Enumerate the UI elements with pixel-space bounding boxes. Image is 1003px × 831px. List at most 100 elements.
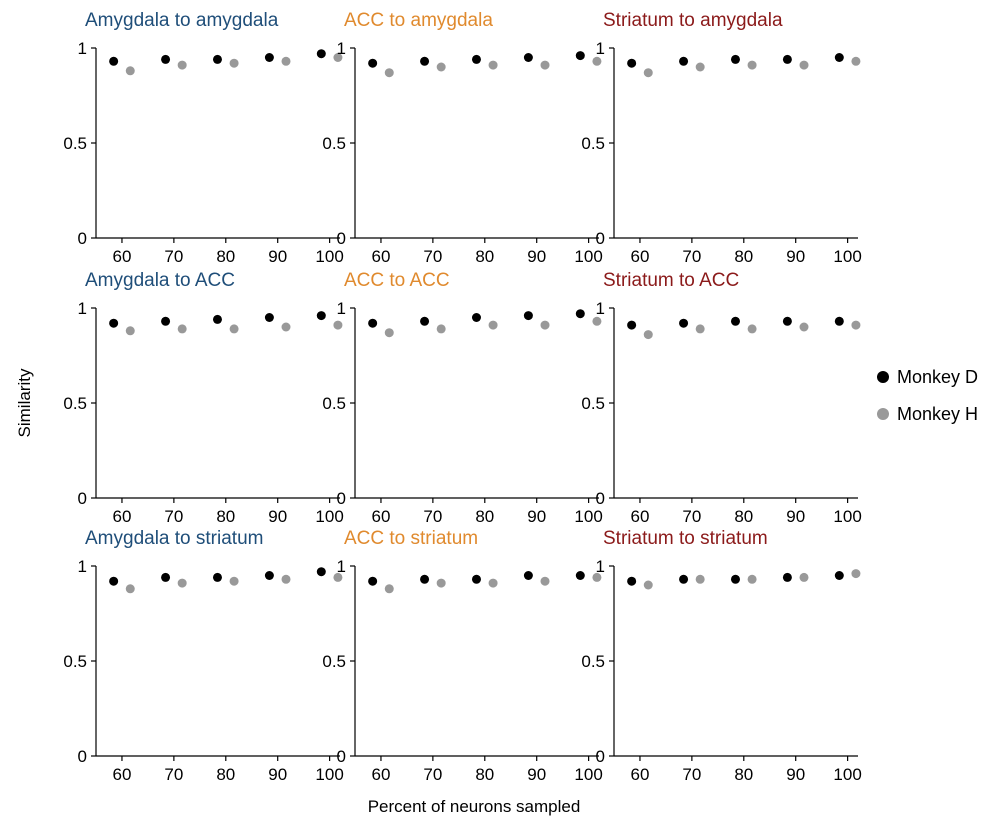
y-tick-label: 0.5: [322, 652, 346, 671]
data-point-monkey-h: [540, 576, 550, 586]
data-point-monkey-h: [643, 580, 653, 590]
data-point-monkey-h: [333, 572, 343, 582]
panel-title: Striatum to ACC: [603, 270, 739, 291]
y-tick-label: 0.5: [63, 134, 87, 153]
data-point-monkey-h: [436, 324, 446, 334]
y-tick-label: 0.5: [63, 394, 87, 413]
panel-title: Amygdala to striatum: [85, 528, 263, 549]
x-tick-label: 60: [371, 765, 390, 784]
data-point-monkey-h: [125, 66, 135, 76]
data-point-monkey-d: [575, 571, 585, 580]
data-point-monkey-d: [679, 56, 689, 66]
y-tick-label: 0.5: [581, 134, 605, 153]
data-point-monkey-h: [592, 572, 602, 582]
panel-title: Amygdala to ACC: [85, 270, 235, 291]
x-tick-label: 60: [371, 247, 390, 266]
data-point-monkey-d: [471, 574, 481, 584]
x-tick-label: 90: [527, 507, 546, 526]
chart-panel: ACC to ACC 0 0.5 1 60 70 80 90 100: [322, 270, 602, 526]
data-point-monkey-h: [488, 578, 498, 588]
legend-label-monkey-h: Monkey H: [897, 404, 978, 424]
x-tick-label: 80: [475, 507, 494, 526]
y-tick-label: 1: [596, 557, 605, 576]
data-point-monkey-h: [747, 324, 757, 334]
data-point-monkey-d: [782, 54, 792, 64]
x-tick-label: 70: [682, 765, 701, 784]
x-tick-label: 60: [630, 765, 649, 784]
data-point-monkey-d: [575, 309, 585, 319]
y-tick-label: 0: [596, 229, 605, 248]
x-tick-label: 70: [423, 765, 442, 784]
data-point-monkey-h: [643, 68, 653, 78]
data-point-monkey-d: [575, 51, 585, 61]
data-point-monkey-h: [488, 320, 498, 330]
data-point-monkey-d: [679, 318, 689, 328]
data-point-monkey-d: [730, 54, 740, 64]
data-point-monkey-d: [368, 58, 378, 68]
data-point-monkey-h: [540, 60, 550, 70]
x-tick-label: 70: [423, 247, 442, 266]
y-tick-label: 1: [596, 39, 605, 58]
data-point-monkey-h: [125, 584, 135, 594]
data-point-monkey-h: [177, 578, 187, 588]
data-point-monkey-d: [212, 314, 222, 324]
x-tick-label: 70: [423, 507, 442, 526]
data-point-monkey-d: [782, 316, 792, 326]
chart-panel: Striatum to striatum 0 0.5 1 60 70 80 90 100: [581, 528, 861, 784]
data-point-monkey-d: [627, 320, 637, 330]
data-point-monkey-d: [109, 318, 119, 328]
chart-panel: Striatum to amygdala 0 0.5 1 60 70 80 90 100: [581, 10, 861, 266]
x-tick-label: 90: [527, 247, 546, 266]
panel-title: Amygdala to amygdala: [85, 10, 279, 31]
panel-title: ACC to amygdala: [344, 10, 493, 31]
data-point-monkey-h: [799, 322, 809, 332]
data-point-monkey-d: [109, 56, 119, 66]
data-point-monkey-h: [177, 60, 187, 70]
data-point-monkey-d: [523, 53, 533, 62]
x-tick-label: 90: [786, 765, 805, 784]
data-point-monkey-h: [281, 322, 291, 332]
x-tick-label: 100: [315, 507, 343, 526]
chart-panel: ACC to striatum 0 0.5 1 60 70 80 90 100: [322, 528, 602, 784]
x-tick-label: 80: [216, 247, 235, 266]
data-point-monkey-h: [384, 584, 394, 594]
data-point-monkey-d: [471, 313, 481, 322]
data-point-monkey-h: [229, 576, 239, 586]
x-tick-label: 80: [475, 765, 494, 784]
y-tick-label: 0.5: [322, 394, 346, 413]
data-point-monkey-d: [264, 313, 274, 322]
data-point-monkey-d: [627, 58, 637, 68]
x-tick-label: 100: [574, 765, 602, 784]
y-tick-label: 0: [337, 229, 346, 248]
data-point-monkey-h: [177, 324, 187, 334]
x-tick-label: 70: [164, 765, 183, 784]
y-tick-label: 1: [78, 39, 87, 58]
data-point-monkey-h: [851, 56, 861, 66]
chart-panel: Amygdala to ACC 0 0.5 1 60 70 80 90 100: [63, 270, 343, 526]
data-point-monkey-d: [834, 571, 844, 580]
data-point-monkey-d: [161, 316, 171, 326]
y-tick-label: 0.5: [581, 394, 605, 413]
x-axis-title: Percent of neurons sampled: [368, 797, 581, 816]
y-tick-label: 0: [78, 229, 87, 248]
y-tick-label: 0: [337, 489, 346, 508]
x-tick-label: 100: [833, 765, 861, 784]
data-point-monkey-h: [488, 60, 498, 70]
x-tick-label: 80: [216, 507, 235, 526]
x-tick-label: 70: [682, 507, 701, 526]
data-point-monkey-d: [523, 311, 533, 321]
data-point-monkey-h: [384, 68, 394, 78]
data-point-monkey-d: [368, 318, 378, 328]
y-tick-label: 1: [78, 299, 87, 318]
data-point-monkey-h: [799, 60, 809, 70]
y-tick-label: 0: [596, 489, 605, 508]
data-point-monkey-d: [730, 316, 740, 326]
x-tick-label: 90: [268, 247, 287, 266]
data-point-monkey-d: [420, 574, 430, 584]
data-point-monkey-h: [229, 324, 239, 334]
x-tick-label: 100: [833, 507, 861, 526]
panel-title: Striatum to amygdala: [603, 10, 783, 31]
data-point-monkey-d: [264, 571, 274, 580]
x-tick-label: 100: [574, 247, 602, 266]
